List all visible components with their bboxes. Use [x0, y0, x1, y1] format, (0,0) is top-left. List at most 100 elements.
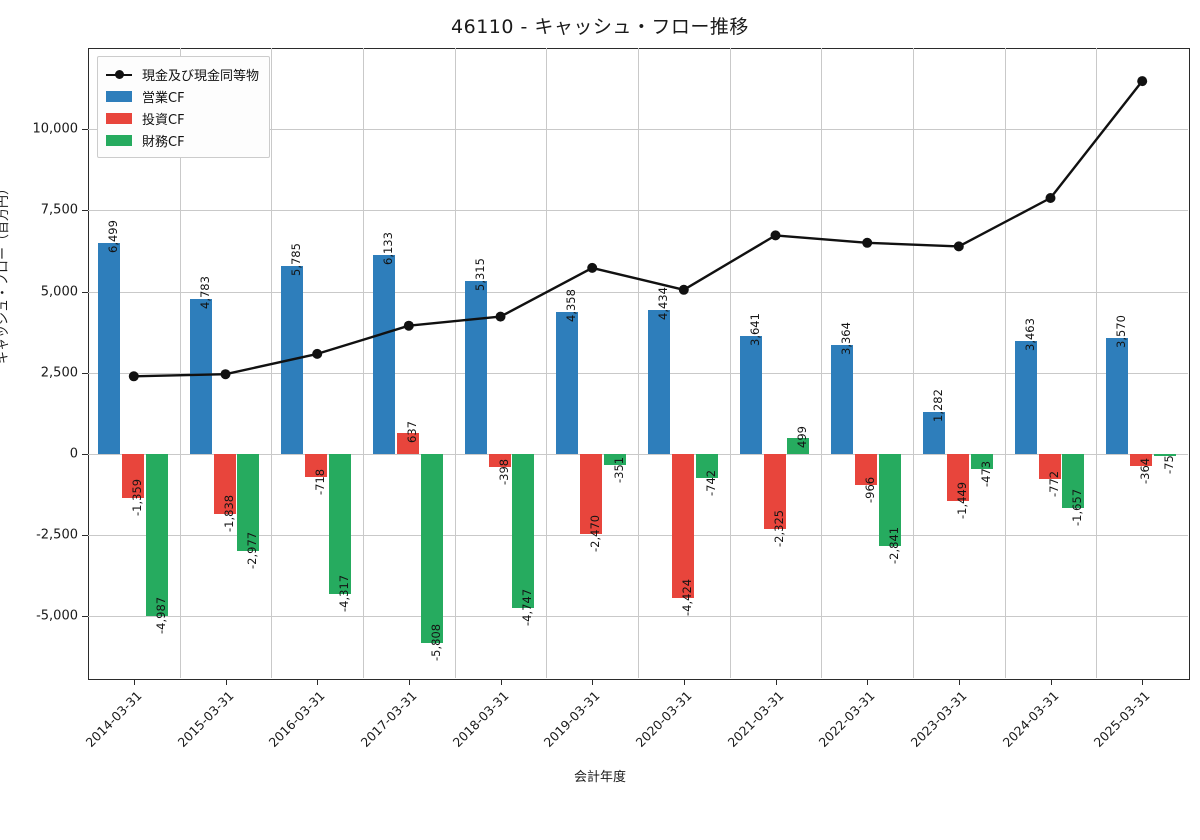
- y-axis-tick-mark: [82, 129, 88, 131]
- legend-item[interactable]: 投資CF: [106, 107, 259, 129]
- x-axis-tick-mark: [500, 679, 502, 685]
- gridline-vertical: [546, 48, 548, 678]
- x-axis-tick-mark: [592, 679, 594, 685]
- cash-line-marker[interactable]: [862, 237, 873, 248]
- bar[interactable]: [396, 433, 419, 454]
- x-axis-tick-label: 2023-03-31: [907, 688, 970, 750]
- y-axis-tick-label: 5,000: [40, 284, 78, 300]
- x-axis-tick-label: 2018-03-31: [449, 688, 512, 750]
- bar[interactable]: [464, 281, 487, 454]
- bar[interactable]: [787, 437, 810, 454]
- x-axis-tick-mark: [317, 679, 319, 685]
- cash-line-marker[interactable]: [770, 230, 781, 241]
- gridline-vertical: [913, 48, 914, 678]
- bar[interactable]: [1130, 453, 1153, 466]
- bar[interactable]: [671, 453, 694, 598]
- gridline-vertical: [638, 48, 639, 678]
- legend-item[interactable]: 現金及び現金同等物: [106, 63, 259, 85]
- x-axis-tick-mark: [958, 679, 960, 685]
- bar[interactable]: [1038, 453, 1061, 479]
- bar[interactable]: [695, 453, 718, 479]
- legend-label: 投資CF: [142, 112, 185, 128]
- x-axis-tick-mark: [867, 679, 869, 685]
- y-axis-tick-label: -5,000: [36, 608, 78, 624]
- legend-label: 財務CF: [142, 134, 185, 150]
- y-axis-tick-mark: [82, 291, 88, 293]
- x-axis-tick-mark: [225, 679, 227, 685]
- x-axis-tick-mark: [1142, 679, 1144, 685]
- gridline-vertical: [1004, 48, 1006, 678]
- y-axis-tick-label: 0: [69, 446, 78, 462]
- cash-line-marker[interactable]: [495, 311, 506, 322]
- bar[interactable]: [879, 453, 901, 547]
- legend-swatch-icon: [106, 134, 132, 146]
- bar[interactable]: [1106, 337, 1129, 454]
- x-axis-tick-label: 2014-03-31: [82, 688, 145, 750]
- bar[interactable]: [763, 453, 786, 530]
- bar[interactable]: [98, 242, 120, 454]
- gridline-vertical: [1096, 48, 1098, 678]
- bar[interactable]: [512, 453, 535, 609]
- bar[interactable]: [329, 453, 351, 595]
- x-axis-label: 会計年度: [573, 770, 626, 785]
- cash-line-marker[interactable]: [1045, 193, 1056, 203]
- gridline-vertical: [454, 48, 456, 678]
- bar[interactable]: [1014, 341, 1037, 454]
- cash-line-marker[interactable]: [312, 348, 323, 359]
- bar[interactable]: [488, 453, 511, 467]
- bar[interactable]: [648, 309, 670, 454]
- legend-item[interactable]: 営業CF: [106, 85, 259, 107]
- bar[interactable]: [189, 298, 212, 454]
- cash-line-marker[interactable]: [403, 320, 414, 331]
- bar[interactable]: [145, 453, 168, 616]
- cash-line-series: [128, 76, 1148, 382]
- bar[interactable]: [739, 335, 762, 454]
- y-axis-tick-label: 2,500: [40, 365, 78, 381]
- y-axis-tick-mark: [82, 372, 88, 374]
- chart-legend: 現金及び現金同等物 営業CF 投資CF 財務CF: [97, 56, 271, 158]
- cash-line-marker[interactable]: [587, 262, 598, 273]
- bar[interactable]: [855, 453, 878, 486]
- x-axis-tick-label: 2024-03-31: [999, 688, 1062, 750]
- x-axis-tick-mark: [775, 679, 777, 685]
- gridline-vertical: [729, 48, 731, 678]
- bar[interactable]: [556, 312, 579, 454]
- bar[interactable]: [970, 453, 993, 470]
- y-axis-tick-label: -2,500: [36, 527, 78, 543]
- x-axis-tick-label: 2020-03-31: [632, 688, 695, 750]
- bar[interactable]: [604, 453, 626, 466]
- y-axis-tick-mark: [82, 210, 88, 212]
- gridline-vertical: [363, 48, 364, 678]
- legend-label: 現金及び現金同等物: [142, 68, 260, 84]
- bar[interactable]: [305, 453, 328, 478]
- cash-line-marker[interactable]: [953, 241, 964, 252]
- cash-line-marker[interactable]: [128, 371, 139, 382]
- y-axis-tick-mark: [82, 453, 88, 455]
- legend-item[interactable]: 財務CF: [106, 129, 259, 151]
- bar[interactable]: [121, 453, 144, 499]
- cash-line-marker[interactable]: [220, 369, 231, 380]
- x-axis-tick-label: 2017-03-31: [357, 688, 420, 750]
- x-axis-tick-mark: [133, 679, 135, 685]
- x-axis-tick-mark: [683, 679, 685, 685]
- bar[interactable]: [373, 254, 395, 454]
- chart-page: 46110 - キャッシュ・フロー推移 -5,000 -2,500 0 2,500 5,…: [0, 16, 1190, 785]
- y-axis-tick-label: 7,500: [40, 202, 78, 218]
- legend-swatch-icon: [106, 90, 132, 102]
- bar[interactable]: [1062, 453, 1085, 508]
- x-axis-tick-label: 2019-03-31: [540, 688, 603, 750]
- bar[interactable]: [237, 453, 260, 551]
- gridline-vertical: [179, 48, 181, 678]
- bar[interactable]: [1154, 453, 1176, 457]
- bar[interactable]: [420, 453, 443, 643]
- x-axis-tick-label: 2015-03-31: [174, 688, 237, 750]
- bar[interactable]: [580, 453, 603, 535]
- bar[interactable]: [923, 412, 945, 454]
- bar[interactable]: [831, 344, 854, 454]
- x-axis-tick-label: 2016-03-31: [265, 688, 328, 750]
- bar[interactable]: [946, 453, 969, 501]
- cash-line-marker[interactable]: [1137, 76, 1148, 87]
- bar[interactable]: [213, 453, 236, 514]
- cash-line-marker[interactable]: [678, 284, 689, 295]
- y-axis-tick-mark: [82, 616, 88, 618]
